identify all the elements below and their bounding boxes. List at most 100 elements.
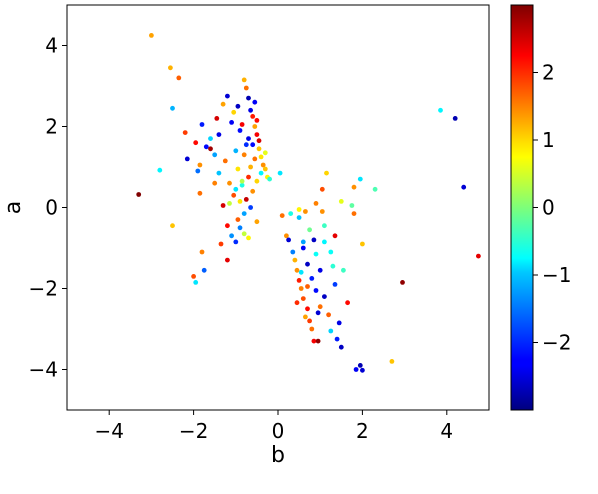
data-point xyxy=(184,156,190,162)
data-point xyxy=(252,99,258,105)
data-point xyxy=(328,249,334,255)
data-point xyxy=(258,170,264,176)
data-point xyxy=(195,168,201,174)
data-point xyxy=(298,286,304,291)
data-point xyxy=(254,132,260,138)
data-point xyxy=(324,170,329,176)
data-point xyxy=(250,114,256,119)
data-point xyxy=(248,164,254,170)
data-point xyxy=(317,267,323,273)
data-point xyxy=(216,170,222,176)
colorbar xyxy=(510,4,534,411)
data-point xyxy=(322,294,327,299)
data-point xyxy=(168,65,173,71)
data-point xyxy=(246,95,251,101)
colorbar-tick-label: 0 xyxy=(542,196,555,220)
data-point xyxy=(292,257,298,263)
data-point xyxy=(197,162,203,168)
data-point xyxy=(248,107,254,113)
data-point xyxy=(235,166,241,172)
data-point xyxy=(305,284,310,289)
colorbar-ticks: −2 −1 0 1 2 xyxy=(533,61,571,355)
data-point xyxy=(298,269,304,275)
data-point xyxy=(260,162,266,168)
data-point xyxy=(315,338,321,344)
data-point xyxy=(360,241,365,247)
y-tick-label: −4 xyxy=(29,358,58,382)
data-point xyxy=(262,150,268,156)
x-axis-label: b xyxy=(271,443,285,468)
data-point xyxy=(296,278,302,283)
data-point xyxy=(332,282,338,287)
plot-layer xyxy=(136,33,481,373)
data-point xyxy=(225,257,230,263)
data-point xyxy=(220,203,226,208)
data-point xyxy=(294,300,300,306)
data-point xyxy=(191,274,197,279)
data-point xyxy=(208,146,213,152)
data-point xyxy=(305,261,310,267)
data-point xyxy=(307,318,312,324)
data-point xyxy=(241,77,247,83)
data-point xyxy=(309,326,315,332)
data-point xyxy=(222,158,228,164)
data-point xyxy=(315,310,321,316)
y-tick-label: −2 xyxy=(29,277,58,301)
data-point xyxy=(300,239,306,245)
data-point xyxy=(461,184,467,190)
data-point xyxy=(237,199,243,204)
data-point xyxy=(303,314,308,320)
data-point xyxy=(328,328,334,334)
data-point xyxy=(326,312,331,318)
x-tick-label: 0 xyxy=(272,419,285,443)
data-point xyxy=(254,178,260,184)
data-point xyxy=(336,320,342,326)
data-point xyxy=(288,211,294,217)
data-point xyxy=(277,170,283,176)
data-point xyxy=(338,344,344,350)
data-point xyxy=(233,186,239,192)
data-point xyxy=(334,336,340,342)
data-point xyxy=(201,267,207,273)
data-point xyxy=(317,304,323,310)
data-point xyxy=(225,223,230,229)
data-point xyxy=(203,144,209,150)
data-point xyxy=(286,237,291,243)
data-point xyxy=(300,245,306,251)
data-point xyxy=(241,152,247,158)
data-point xyxy=(351,211,357,217)
data-point xyxy=(256,146,262,152)
data-point xyxy=(400,280,405,285)
data-point xyxy=(309,276,315,281)
data-point xyxy=(252,156,258,162)
data-point xyxy=(313,251,319,257)
data-point xyxy=(262,166,268,172)
data-point xyxy=(296,207,302,212)
data-point xyxy=(349,203,355,208)
data-point xyxy=(303,209,308,214)
data-point xyxy=(170,223,175,229)
data-point xyxy=(267,176,272,182)
data-point xyxy=(239,182,245,188)
data-point xyxy=(389,359,395,364)
colorbar-tick-label: −1 xyxy=(542,263,571,287)
data-point xyxy=(332,233,338,239)
data-point xyxy=(157,167,163,173)
x-tick-label: 4 xyxy=(440,419,453,443)
y-axis-label: a xyxy=(1,201,26,214)
data-point xyxy=(296,215,302,221)
data-point xyxy=(319,186,325,192)
data-point xyxy=(311,237,317,243)
data-point xyxy=(229,120,235,125)
data-point xyxy=(322,239,327,245)
data-point xyxy=(136,192,142,197)
data-point xyxy=(239,178,245,184)
data-point xyxy=(235,217,241,223)
data-point xyxy=(170,105,175,111)
data-point xyxy=(237,128,243,133)
data-point xyxy=(345,300,350,306)
y-tick-label: 4 xyxy=(45,34,58,58)
colorbar-tick-label: −2 xyxy=(542,331,571,355)
data-point xyxy=(193,140,199,146)
